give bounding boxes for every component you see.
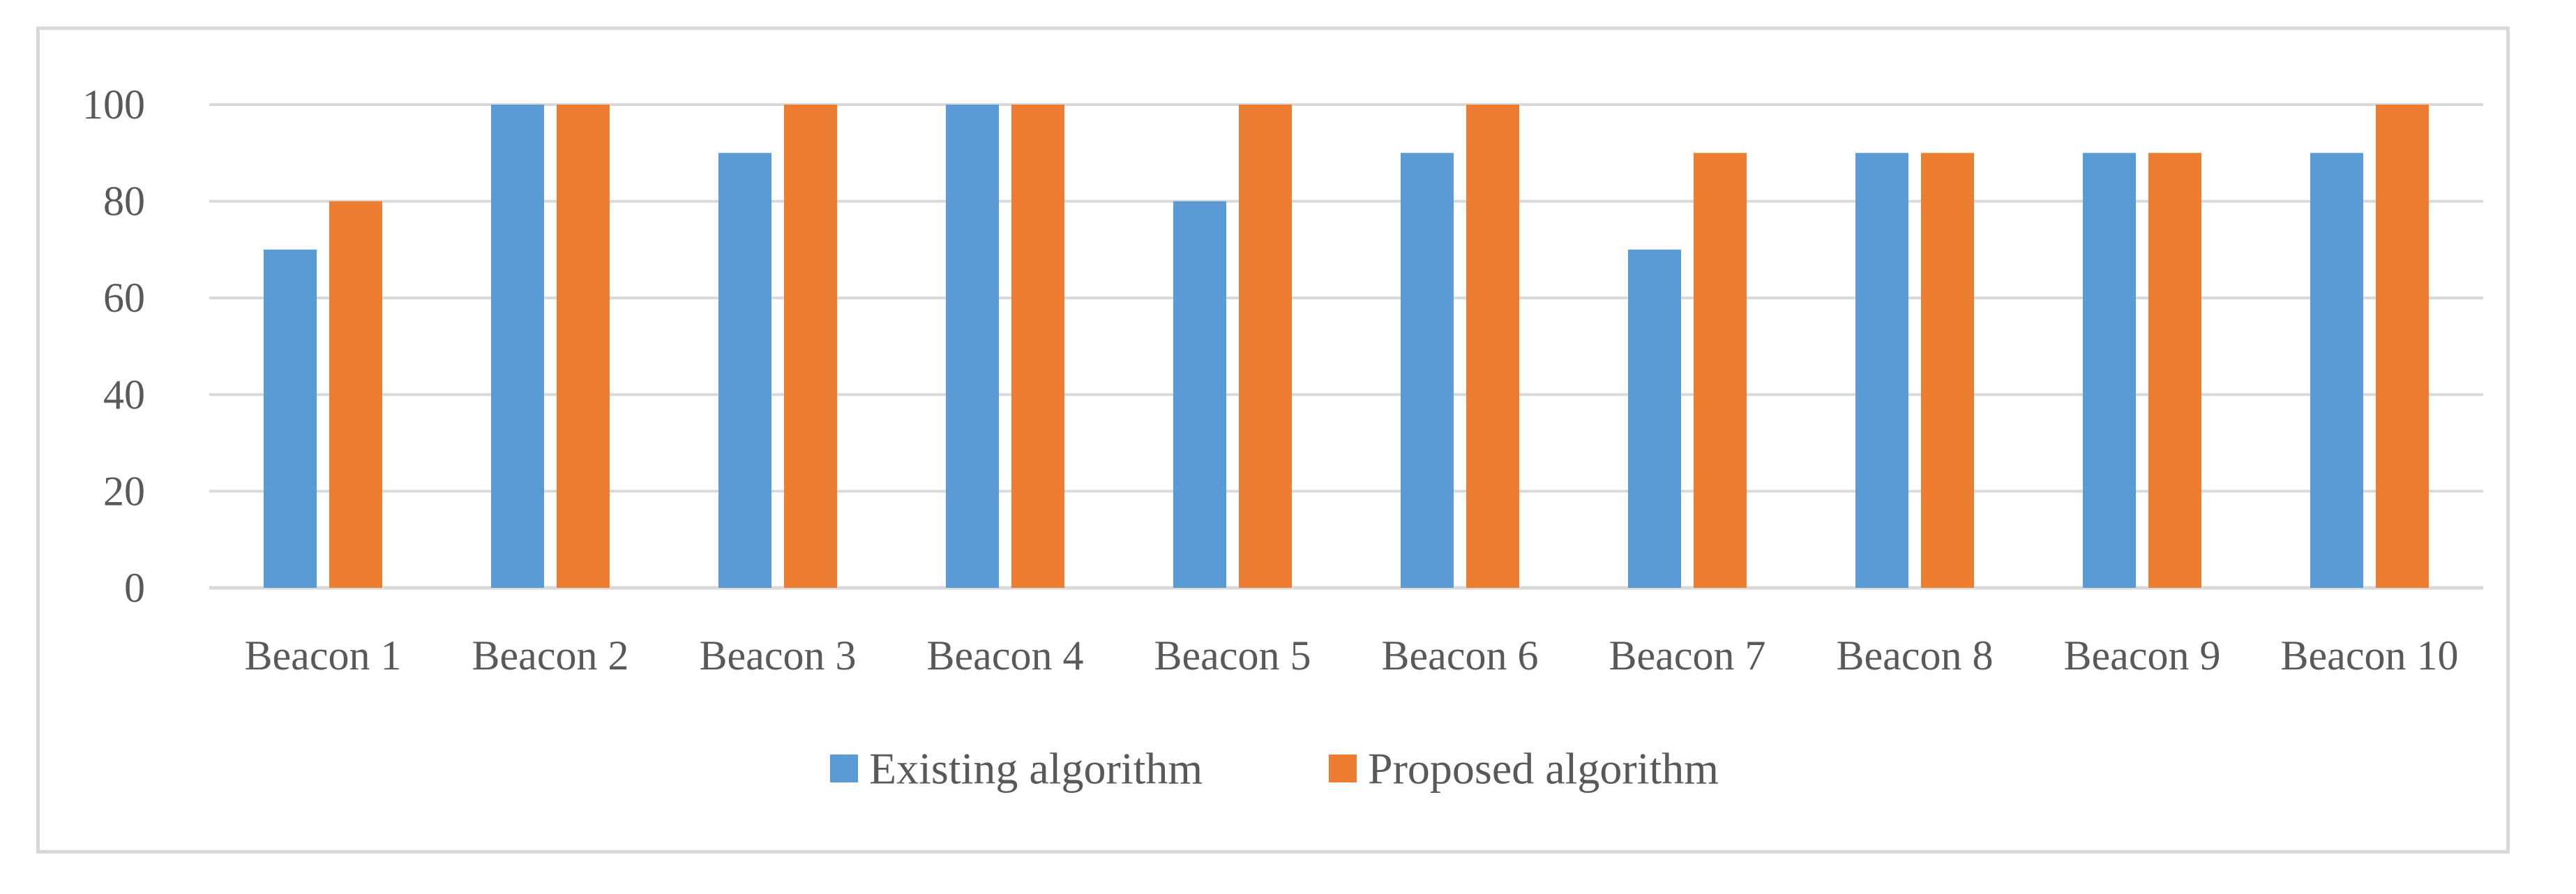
bar-existing-1: [264, 249, 317, 588]
legend-label-existing: Existing algorithm: [869, 744, 1203, 794]
y-tick-label-20: 20: [103, 468, 145, 514]
x-tick-label-10: Beacon 10: [2281, 632, 2459, 679]
bar-proposed-10: [2376, 105, 2429, 588]
bar-proposed-7: [1694, 153, 1747, 589]
bar-proposed-1: [329, 201, 382, 589]
legend-swatch-proposed: [1329, 755, 1357, 782]
x-tick-label-6: Beacon 6: [1382, 632, 1539, 679]
bar-proposed-6: [1466, 105, 1519, 588]
legend-swatch-existing: [830, 755, 858, 782]
bar-existing-3: [718, 153, 771, 589]
y-axis-tick-labels: 0 20 40 60 80 100: [82, 82, 145, 611]
x-tick-label-3: Beacon 3: [700, 632, 857, 679]
x-axis-tick-labels: Beacon 1 Beacon 2 Beacon 3 Beacon 4 Beacon 5…: [245, 632, 2459, 679]
y-tick-label-80: 80: [103, 179, 145, 225]
y-tick-label-100: 100: [82, 82, 145, 128]
bar-existing-5: [1173, 201, 1226, 589]
bar-proposed-5: [1239, 105, 1292, 588]
x-tick-label-7: Beacon 7: [1609, 632, 1766, 679]
legend-label-proposed: Proposed algorithm: [1368, 744, 1719, 794]
y-tick-label-40: 40: [103, 372, 145, 418]
bar-existing-2: [491, 105, 544, 588]
bar-proposed-8: [1921, 153, 1974, 589]
gridlines: [209, 103, 2483, 590]
bar-proposed-2: [557, 105, 610, 588]
x-tick-label-4: Beacon 4: [927, 632, 1084, 679]
x-tick-label-9: Beacon 9: [2064, 632, 2221, 679]
y-tick-label-60: 60: [103, 275, 145, 321]
bars: [264, 105, 2429, 589]
bar-existing-7: [1628, 249, 1681, 588]
x-tick-label-1: Beacon 1: [245, 632, 402, 679]
y-tick-label-0: 0: [124, 565, 145, 611]
x-tick-label-5: Beacon 5: [1154, 632, 1311, 679]
bar-existing-10: [2310, 153, 2363, 589]
bar-proposed-3: [784, 105, 837, 588]
legend: Existing algorithm Proposed algorithm: [830, 744, 1719, 794]
bar-existing-6: [1401, 153, 1454, 589]
bar-proposed-4: [1011, 105, 1064, 588]
x-tick-label-2: Beacon 2: [472, 632, 629, 679]
bar-existing-4: [946, 105, 999, 588]
bar-proposed-9: [2148, 153, 2201, 589]
bar-existing-9: [2083, 153, 2136, 589]
x-tick-label-8: Beacon 8: [1837, 632, 1994, 679]
bar-existing-8: [1855, 153, 1908, 589]
